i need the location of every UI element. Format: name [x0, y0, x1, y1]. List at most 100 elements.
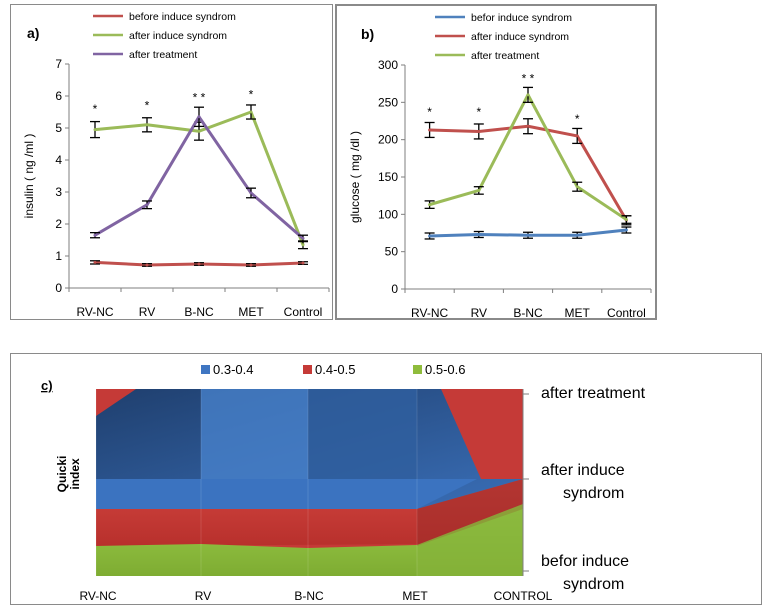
y-tick-label: 4	[55, 153, 62, 167]
data-point	[93, 260, 97, 264]
data-point	[301, 236, 305, 240]
data-point	[477, 232, 481, 236]
series-line	[429, 124, 628, 222]
x-tick-label: B-NC	[294, 589, 324, 603]
legend-label: befor induce syndrom	[471, 12, 572, 24]
data-point	[477, 129, 481, 133]
area-red-band	[96, 479, 523, 546]
data-point	[624, 228, 628, 232]
data-point	[575, 134, 579, 138]
data-point	[197, 115, 201, 119]
x-tick-label: RV-NC	[76, 305, 113, 319]
area-facet	[417, 504, 523, 576]
significance-marker: *	[249, 87, 254, 101]
y-axis-label: index	[68, 458, 82, 490]
glucose-chart: b) befor induce syndrom after induce syndr…	[348, 12, 652, 320]
area-blue-band	[96, 479, 477, 509]
data-point	[93, 233, 97, 237]
data-point	[301, 261, 305, 265]
x-tick-label: B-NC	[513, 306, 543, 320]
x-tick-label: Control	[607, 306, 646, 320]
area-blue-light	[201, 389, 308, 479]
x-tick-label: RV	[139, 305, 155, 319]
data-point	[249, 263, 253, 267]
data-point	[428, 234, 432, 238]
legend-swatch	[201, 365, 210, 374]
chart-panel-quicki: c) 0.3-0.4 0.4-0.5 0.5-0.6 after treatment af…	[10, 353, 762, 605]
data-point	[145, 203, 149, 207]
area-green-band	[96, 504, 523, 576]
x-tick-label: RV-NC	[79, 589, 116, 603]
quicki-index-chart: c) 0.3-0.4 0.4-0.5 0.5-0.6 after treatment af…	[41, 362, 646, 603]
y-tick-label: 200	[378, 133, 398, 147]
x-tick-label: Control	[284, 305, 323, 319]
x-tick-label: RV	[195, 589, 211, 603]
y-tick-label: 300	[378, 58, 398, 72]
y-tick-label: 7	[55, 57, 62, 71]
row-label: syndrom	[563, 485, 624, 502]
significance-marker: * *	[193, 91, 206, 105]
legend-label: before induce syndrom	[129, 11, 236, 23]
data-point	[575, 185, 579, 189]
x-tick-label: B-NC	[184, 305, 214, 319]
x-tick-label: CONTROL	[494, 589, 553, 603]
chart-panel-glucose: b) befor induce syndrom after induce syndr…	[335, 4, 657, 320]
panel-label: c)	[41, 378, 53, 393]
panel-label: b)	[361, 26, 374, 42]
x-tick-label: MET	[402, 589, 428, 603]
y-tick-label: 150	[378, 170, 398, 184]
data-point	[197, 262, 201, 266]
area-facet	[417, 479, 523, 546]
y-tick-label: 3	[55, 185, 62, 199]
data-point	[428, 203, 432, 207]
x-tick-label: RV	[471, 306, 487, 320]
significance-marker: *	[93, 102, 98, 116]
data-point	[624, 218, 628, 222]
y-axis-label: Quicki	[55, 456, 69, 493]
y-tick-label: 6	[55, 89, 62, 103]
y-tick-label: 2	[55, 217, 62, 231]
data-point	[526, 93, 530, 97]
significance-marker: *	[476, 105, 481, 119]
data-point	[526, 124, 530, 128]
row-label: after treatment	[541, 385, 646, 402]
significance-marker: * *	[522, 71, 535, 85]
row-label: befor induce	[541, 553, 629, 570]
legend-label: after induce syndrom	[471, 31, 569, 43]
y-tick-label: 5	[55, 121, 62, 135]
data-point	[477, 188, 481, 192]
y-tick-label: 100	[378, 207, 398, 221]
data-point	[145, 123, 149, 127]
legend-label: after treatment	[471, 50, 539, 62]
x-tick-label: RV-NC	[411, 306, 448, 320]
data-point	[428, 128, 432, 132]
legend-label: 0.3-0.4	[213, 362, 253, 377]
y-axis-label: glucose ( mg /dl )	[348, 131, 362, 223]
data-point	[249, 191, 253, 195]
y-tick-label: 50	[385, 245, 399, 259]
legend-label: 0.4-0.5	[315, 362, 355, 377]
significance-marker: *	[575, 112, 580, 126]
y-tick-label: 0	[55, 281, 62, 295]
data-point	[249, 110, 253, 114]
legend-label: 0.5-0.6	[425, 362, 465, 377]
legend-label: after induce syndrom	[129, 30, 227, 42]
significance-marker: *	[145, 99, 150, 113]
chart-panel-insulin: a) before induce syndrom after induce synd…	[10, 4, 333, 320]
legend-swatch	[303, 365, 312, 374]
x-tick-label: MET	[238, 305, 264, 319]
x-tick-label: MET	[565, 306, 591, 320]
data-point	[526, 233, 530, 237]
data-point	[93, 128, 97, 132]
legend-label: after treatment	[129, 49, 197, 61]
area-blue-mid	[308, 389, 417, 479]
row-label: after induce	[541, 462, 625, 479]
y-tick-label: 1	[55, 249, 62, 263]
data-point	[301, 243, 305, 247]
y-axis-label: insulin ( ng /ml )	[22, 134, 36, 219]
data-point	[197, 129, 201, 133]
significance-marker: *	[427, 105, 432, 119]
y-tick-label: 250	[378, 95, 398, 109]
data-point	[145, 263, 149, 267]
panel-label: a)	[27, 25, 39, 41]
